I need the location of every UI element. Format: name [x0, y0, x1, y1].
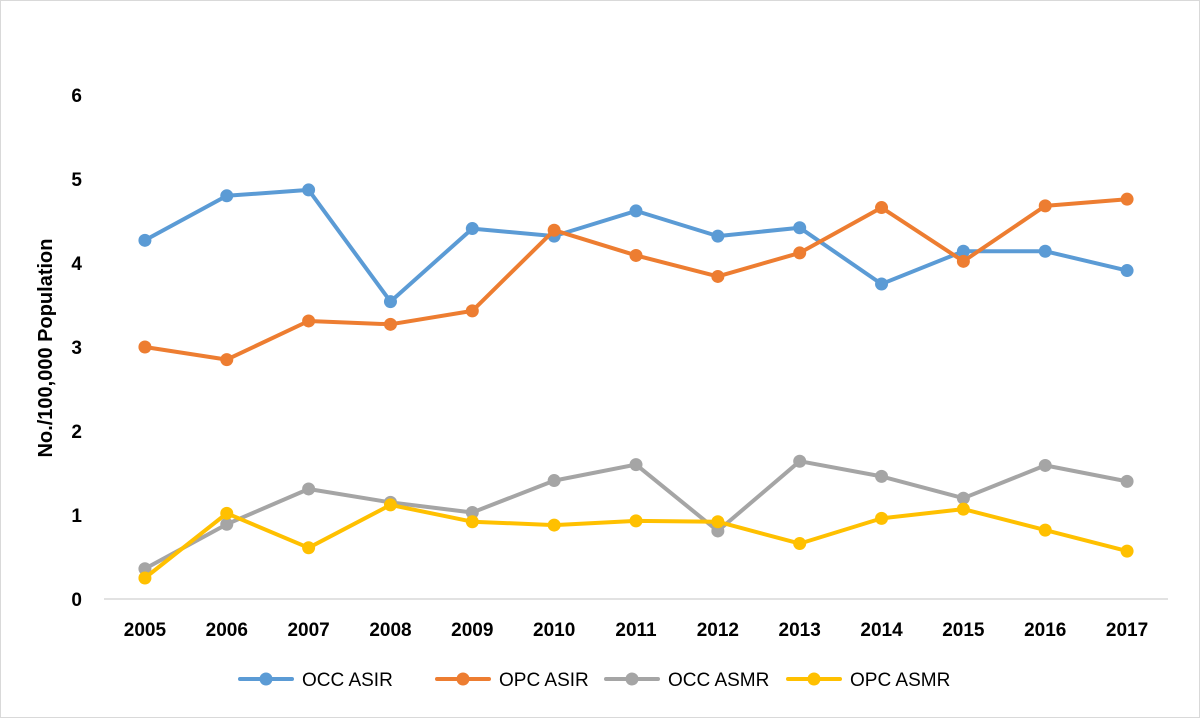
x-tick-label: 2016 [1024, 620, 1066, 641]
legend-item: OPC ASIR [435, 670, 589, 691]
data-point [302, 314, 316, 328]
legend-item: OPC ASMR [786, 670, 950, 691]
y-tick-label: 3 [71, 338, 82, 359]
y-tick-labels: 0 1 2 3 4 5 6 [71, 86, 82, 611]
data-point [711, 229, 725, 243]
data-point [629, 204, 643, 218]
data-point [875, 511, 889, 525]
y-tick-label: 2 [71, 422, 82, 443]
series [138, 183, 1134, 309]
data-point [711, 269, 725, 283]
series [138, 454, 1134, 576]
x-tick-label: 2013 [779, 620, 821, 641]
data-point [220, 506, 234, 520]
data-point [629, 514, 643, 528]
data-point [138, 340, 152, 354]
data-point [1120, 264, 1134, 278]
legend-swatch-marker [625, 672, 639, 686]
data-point [956, 491, 970, 505]
data-point [383, 295, 397, 309]
legend-swatch-marker [456, 672, 470, 686]
x-tick-label: 2014 [860, 620, 903, 641]
data-point [547, 223, 561, 237]
x-tick-label: 2007 [287, 620, 329, 641]
x-tick-label: 2010 [533, 620, 575, 641]
data-point [956, 244, 970, 258]
series-group [138, 183, 1134, 585]
x-tick-label: 2011 [615, 620, 657, 641]
legend-label: OCC ASIR [302, 670, 393, 691]
data-point [793, 221, 807, 235]
data-point [956, 254, 970, 268]
series-line [142, 197, 1130, 362]
series [138, 192, 1134, 367]
legend-item: OCC ASIR [238, 670, 393, 691]
x-tick-label: 2005 [124, 620, 167, 641]
data-point [383, 317, 397, 331]
x-tick-label: 2006 [206, 620, 248, 641]
data-point [220, 189, 234, 203]
data-point [138, 562, 152, 576]
data-point [1120, 192, 1134, 206]
legend-swatch-marker [807, 672, 821, 686]
data-point [711, 524, 725, 538]
x-tick-labels: 2005 2006 2007 2008 2009 2010 2011 2012 2013 2014… [124, 620, 1148, 641]
data-point [220, 353, 234, 367]
data-point [793, 454, 807, 468]
data-point [956, 502, 970, 516]
data-point [465, 505, 479, 519]
y-tick-label: 0 [71, 590, 82, 611]
x-tick-label: 2009 [451, 620, 493, 641]
data-point [629, 458, 643, 472]
data-point [302, 541, 316, 555]
data-point [547, 474, 561, 488]
data-point [383, 498, 397, 512]
series [138, 498, 1134, 585]
x-tick-label: 2015 [942, 620, 985, 641]
data-point [1038, 244, 1052, 258]
data-point [138, 233, 152, 247]
data-point [302, 183, 316, 197]
data-point [220, 517, 234, 531]
x-tick-label: 2017 [1106, 620, 1148, 641]
data-point [1038, 458, 1052, 472]
y-tick-label: 1 [71, 506, 82, 527]
y-axis-label: No./100,000 Population [35, 239, 57, 458]
data-point [1038, 199, 1052, 213]
data-point [465, 222, 479, 236]
data-point [465, 515, 479, 529]
data-point [138, 571, 152, 585]
legend: OCC ASIR OPC ASIR OCC ASMR OPC ASMR [238, 670, 950, 691]
data-point [547, 518, 561, 532]
data-point [875, 469, 889, 483]
data-point [793, 246, 807, 260]
legend-swatch-marker [259, 672, 273, 686]
y-tick-label: 5 [71, 170, 82, 191]
data-point [629, 248, 643, 262]
data-point [875, 277, 889, 291]
legend-label: OCC ASMR [668, 670, 769, 691]
x-tick-label: 2008 [369, 620, 411, 641]
data-point [793, 537, 807, 551]
data-point [1038, 523, 1052, 537]
data-point [875, 201, 889, 215]
data-point [711, 515, 725, 529]
y-tick-label: 4 [71, 254, 82, 275]
legend-label: OPC ASMR [850, 670, 950, 691]
legend-item: OCC ASMR [604, 670, 769, 691]
y-tick-label: 6 [71, 86, 82, 107]
x-tick-label: 2012 [697, 620, 739, 641]
data-point [1120, 544, 1134, 558]
legend-label: OPC ASIR [499, 670, 589, 691]
data-point [302, 482, 316, 496]
data-point [1120, 474, 1134, 488]
data-point [465, 304, 479, 318]
